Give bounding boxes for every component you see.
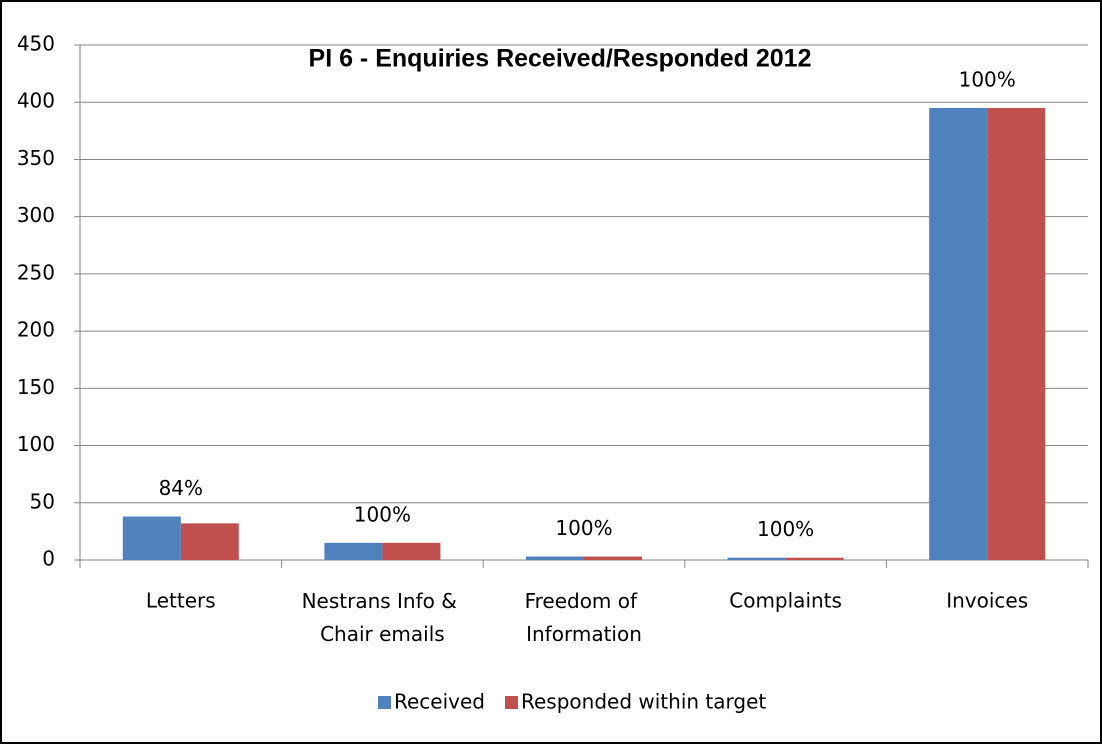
x-tick-label: Complaints [729, 589, 842, 613]
bar [929, 107, 988, 560]
legend-label: Responded within target [521, 690, 766, 714]
y-tick-label: 300 [17, 203, 55, 227]
y-tick-label: 100 [17, 432, 55, 456]
y-tick-label: 250 [17, 260, 55, 284]
y-tick-label: 350 [17, 146, 55, 170]
bar [122, 516, 181, 560]
x-tick-label: Letters [146, 589, 216, 613]
bar [324, 542, 383, 560]
x-tick-label: Invoices [946, 589, 1028, 613]
bar [727, 557, 786, 560]
bar [180, 523, 239, 560]
legend: Received Responded within target [378, 690, 766, 714]
y-tick-label: 50 [30, 489, 55, 513]
bar [584, 556, 642, 560]
bar [526, 556, 584, 560]
x-tick-label: Freedom of Information [525, 589, 644, 646]
annotation: 84% [159, 476, 203, 500]
y-tick-label: 450 [17, 32, 55, 56]
annotation: 100% [354, 502, 411, 526]
legend-swatch [505, 696, 518, 709]
y-tick-label: 0 [42, 547, 55, 571]
bar [785, 557, 844, 560]
y-tick-label: 400 [17, 89, 55, 113]
legend-label: Received [394, 690, 485, 714]
x-tick-label: Nestrans Info & Chair emails [302, 589, 464, 646]
annotation: 100% [555, 516, 612, 540]
legend-swatch [378, 696, 391, 709]
y-tick-label: 150 [17, 375, 55, 399]
annotation: 100% [959, 67, 1016, 91]
annotation: 100% [757, 517, 814, 541]
y-tick-label: 200 [17, 318, 55, 342]
chart-title: PI 6 - Enquiries Received/Responded 2012 [309, 45, 812, 73]
bar [382, 542, 441, 560]
bar [987, 107, 1046, 560]
